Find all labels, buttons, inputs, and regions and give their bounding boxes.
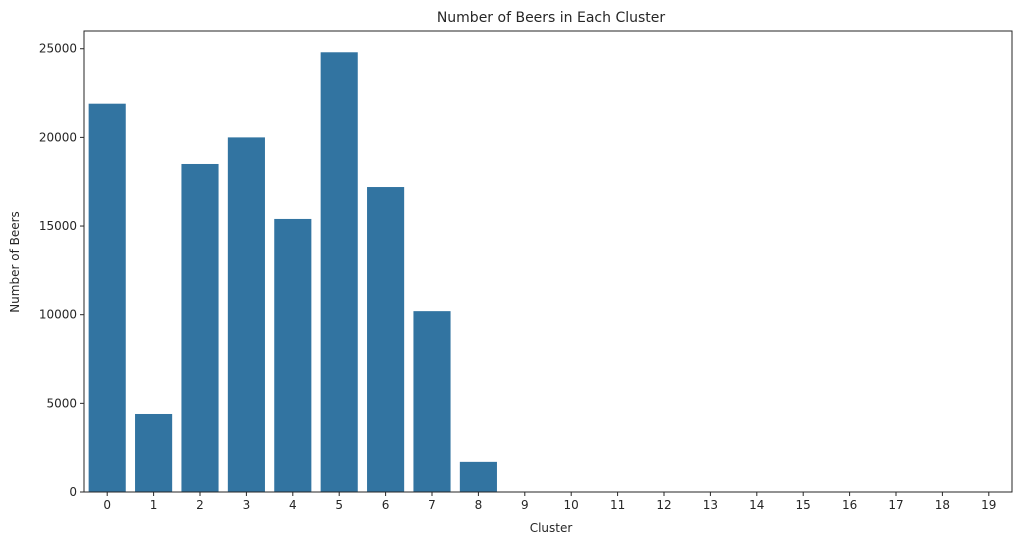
x-tick-label: 18 [935, 498, 950, 512]
x-tick-label: 15 [796, 498, 811, 512]
bar-cluster-3 [227, 137, 265, 492]
bars-group [88, 52, 497, 493]
x-tick-label: 5 [335, 498, 343, 512]
x-tick-label: 17 [888, 498, 903, 512]
y-tick-label: 15000 [39, 219, 77, 233]
plot-frame [83, 30, 1013, 493]
y-tick-label: 25000 [39, 42, 77, 56]
x-tick-label: 12 [656, 498, 671, 512]
x-tick-label: 7 [428, 498, 436, 512]
y-axis-label: Number of Beers [8, 211, 22, 313]
x-tick-label: 19 [981, 498, 996, 512]
x-axis-ticks: 0 1 2 3 4 5 6 7 8 9 10 11 12 13 14 15 16 17 18 19 [103, 492, 996, 512]
bar-cluster-5 [320, 52, 358, 493]
x-tick-label: 14 [749, 498, 764, 512]
y-tick-label: 10000 [39, 308, 77, 322]
bar-cluster-7 [413, 311, 451, 492]
y-tick-label: 20000 [39, 130, 77, 144]
y-tick-label: 0 [69, 485, 77, 499]
bar-cluster-8 [459, 461, 497, 492]
bar-cluster-0 [88, 103, 126, 492]
x-tick-label: 1 [150, 498, 158, 512]
y-axis-ticks: 0 5000 10000 15000 20000 25000 [39, 42, 84, 499]
x-tick-label: 10 [564, 498, 579, 512]
x-tick-label: 3 [243, 498, 251, 512]
x-tick-label: 0 [103, 498, 111, 512]
y-tick-label: 5000 [46, 396, 77, 410]
x-tick-label: 16 [842, 498, 857, 512]
chart-title: Number of Beers in Each Cluster [437, 10, 666, 26]
x-tick-label: 2 [196, 498, 204, 512]
bar-cluster-2 [181, 163, 219, 492]
bar-cluster-6 [367, 187, 405, 492]
x-tick-label: 9 [521, 498, 529, 512]
x-tick-label: 8 [475, 498, 483, 512]
x-tick-label: 4 [289, 498, 297, 512]
bar-cluster-1 [135, 413, 173, 492]
x-tick-label: 6 [382, 498, 390, 512]
x-tick-label: 11 [610, 498, 625, 512]
x-axis-label: Cluster [530, 521, 573, 535]
x-tick-label: 13 [703, 498, 718, 512]
bar-cluster-4 [274, 218, 312, 492]
